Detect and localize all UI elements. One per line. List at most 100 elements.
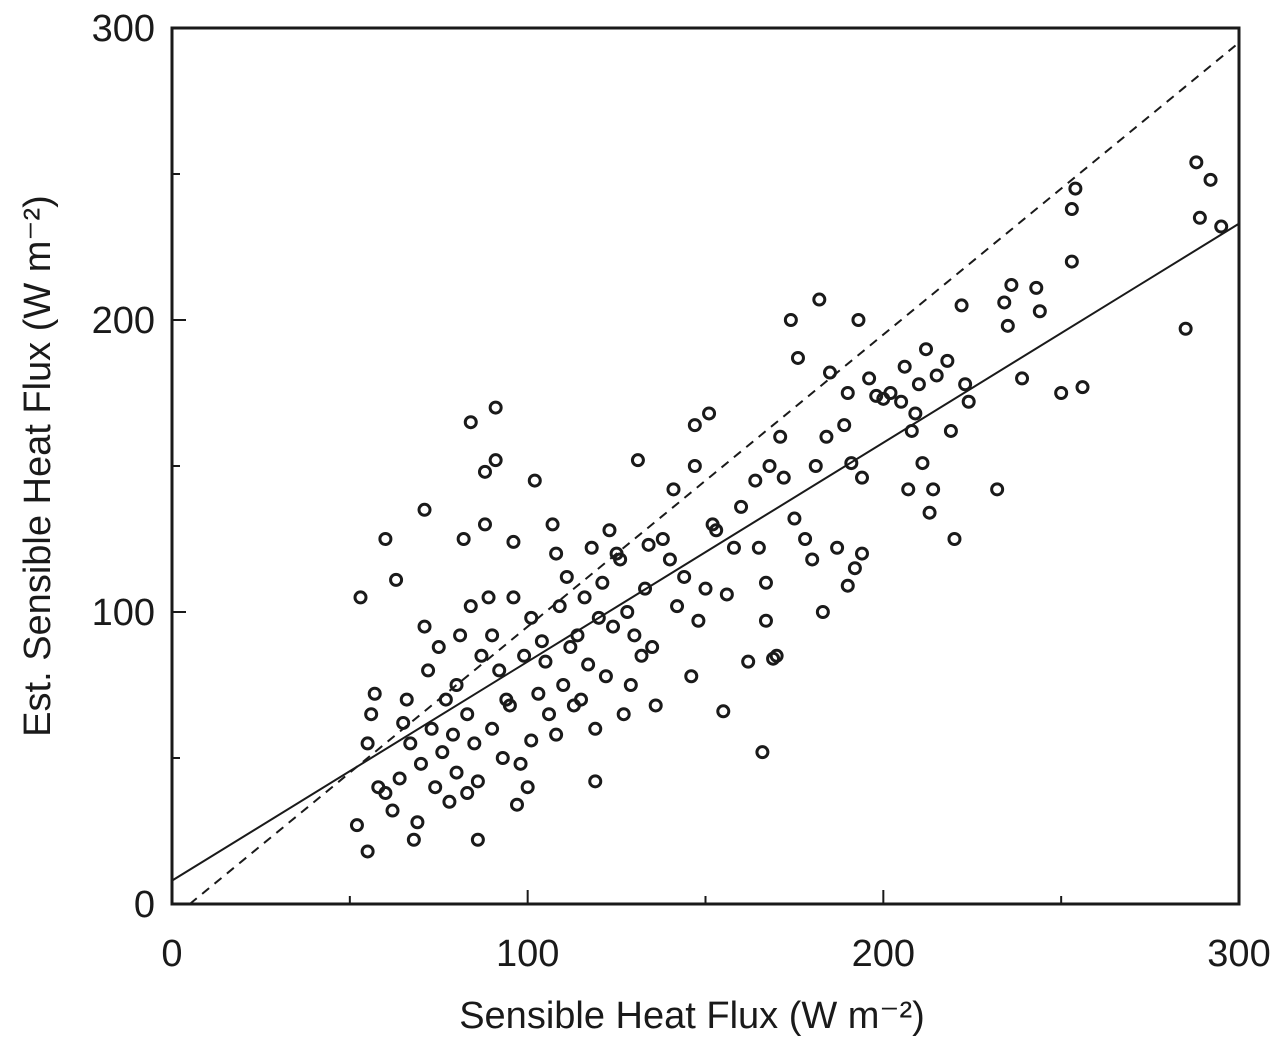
- data-points: [349, 155, 1229, 859]
- data-point: [421, 663, 436, 678]
- data-point: [1000, 318, 1015, 333]
- data-point: [819, 429, 834, 444]
- data-point: [406, 832, 421, 847]
- data-point: [392, 771, 407, 786]
- data-point: [595, 575, 610, 590]
- data-point: [538, 654, 553, 669]
- data-point: [570, 628, 585, 643]
- data-point: [620, 605, 635, 619]
- data-point: [1068, 181, 1083, 196]
- data-point: [470, 774, 485, 789]
- data-point: [581, 657, 596, 672]
- data-point: [961, 394, 976, 409]
- data-point: [623, 678, 638, 692]
- data-point: [940, 353, 955, 368]
- data-point: [378, 532, 393, 546]
- data-point: [1015, 371, 1030, 386]
- data-point: [424, 721, 439, 736]
- data-point: [901, 482, 916, 497]
- data-point: [748, 473, 763, 488]
- data-point: [958, 377, 973, 392]
- data-point: [456, 532, 471, 546]
- data-point: [367, 686, 382, 701]
- data-point: [634, 648, 649, 663]
- data-point: [915, 456, 930, 471]
- data-point: [449, 765, 464, 780]
- data-point: [1214, 219, 1229, 234]
- data-point: [805, 552, 820, 567]
- data-point: [460, 707, 475, 722]
- data-point: [684, 669, 699, 684]
- data-point: [364, 707, 379, 722]
- tick-labels: 0 100 200 300 0 100 200 300: [92, 8, 1271, 975]
- data-point: [840, 578, 855, 593]
- data-point: [812, 292, 827, 307]
- data-point: [577, 590, 592, 605]
- data-point: [719, 587, 734, 602]
- data-point: [545, 517, 560, 532]
- data-point: [513, 756, 528, 771]
- data-point: [431, 640, 446, 655]
- data-point: [798, 532, 813, 546]
- plot-frame: [170, 26, 1241, 906]
- data-point: [477, 464, 492, 479]
- data-point: [552, 599, 567, 614]
- data-point: [442, 794, 457, 809]
- data-point: [862, 371, 877, 386]
- data-point: [396, 715, 411, 730]
- data-point: [435, 745, 450, 760]
- data-point: [542, 707, 557, 722]
- data-point: [954, 298, 969, 313]
- data-point: [460, 786, 475, 801]
- data-point: [413, 756, 428, 771]
- data-point: [943, 423, 958, 438]
- data-point: [477, 517, 492, 532]
- data-point: [815, 605, 830, 619]
- data-point: [670, 599, 685, 614]
- y-tick-label: 300: [92, 8, 155, 50]
- data-point: [574, 692, 589, 707]
- data-point: [449, 678, 464, 692]
- data-point: [648, 698, 663, 713]
- data-point: [445, 727, 460, 742]
- data-point: [616, 707, 631, 722]
- data-point: [762, 459, 777, 473]
- data-point: [1075, 380, 1090, 395]
- axis-ticks: [171, 27, 1240, 905]
- y-tick-label: 200: [92, 300, 155, 342]
- data-point: [677, 569, 692, 584]
- data-point: [1054, 386, 1069, 400]
- data-point: [613, 552, 628, 567]
- data-point: [830, 540, 845, 555]
- data-point: [787, 511, 802, 526]
- data-point: [883, 386, 898, 400]
- data-point: [691, 613, 706, 628]
- data-point: [495, 751, 510, 765]
- data-point: [606, 619, 621, 634]
- data-point: [869, 388, 884, 403]
- data-point: [463, 599, 478, 614]
- data-point: [687, 459, 702, 473]
- data-point: [485, 628, 500, 643]
- data-point: [854, 470, 869, 485]
- data-point: [509, 797, 524, 812]
- data-point: [1064, 254, 1079, 269]
- data-point: [894, 394, 909, 409]
- data-point: [687, 418, 702, 433]
- data-point: [702, 406, 717, 421]
- data-point: [520, 780, 535, 795]
- data-point: [524, 733, 539, 748]
- data-point: [741, 654, 756, 669]
- data-point: [467, 736, 482, 751]
- data-point: [822, 365, 837, 380]
- data-point: [598, 669, 613, 684]
- data-point: [726, 540, 741, 555]
- data-point: [524, 610, 539, 625]
- data-point: [808, 459, 823, 473]
- data-point: [769, 648, 784, 663]
- data-point: [926, 482, 941, 497]
- y-tick-label: 100: [92, 592, 155, 634]
- data-point: [481, 590, 496, 605]
- regression-line-solid: [171, 222, 1240, 882]
